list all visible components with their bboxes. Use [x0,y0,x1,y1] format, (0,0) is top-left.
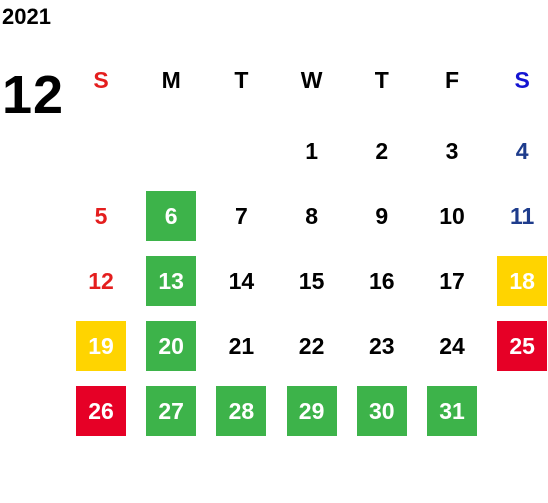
highlighted-day: 18 [497,256,548,306]
day: 16 [369,267,395,294]
day: 4 [515,137,529,164]
day: 1 [305,137,318,164]
highlighted-day: 26 [76,386,126,436]
highlighted-day: 25 [497,321,548,371]
year: 2021 [2,4,51,29]
weekday-header: S [514,66,530,93]
highlighted-day: 20 [146,321,197,371]
day: 23 [369,332,395,359]
day: 9 [375,202,389,229]
day: 8 [305,202,318,229]
day: 21 [228,332,255,359]
day: 7 [234,202,248,229]
day: 11 [510,202,535,229]
day: 17 [439,267,465,294]
day: 5 [94,202,108,229]
weekday-header: S [93,66,109,93]
day: 12 [88,267,114,294]
highlighted-day: 29 [286,386,337,436]
day: 24 [439,332,465,359]
highlighted-day: 31 [427,386,477,436]
highlighted-day: 28 [216,386,267,436]
weekday-header: W [300,66,323,93]
day: 10 [439,202,465,229]
month: 12 [2,65,65,125]
highlighted-day: 27 [146,386,197,436]
day: 2 [375,137,389,164]
day: 22 [298,332,325,359]
weekday-header: T [234,66,249,93]
highlighted-day: 19 [76,321,126,371]
day: 15 [298,267,325,294]
highlighted-day: 30 [356,386,407,436]
weekday-header: F [444,66,460,93]
highlighted-day: 13 [146,256,197,306]
weekday-header: M [161,66,181,93]
day: 14 [228,267,255,294]
highlighted-day: 6 [146,191,197,241]
weekday-header: T [374,66,389,93]
day: 3 [445,137,459,164]
